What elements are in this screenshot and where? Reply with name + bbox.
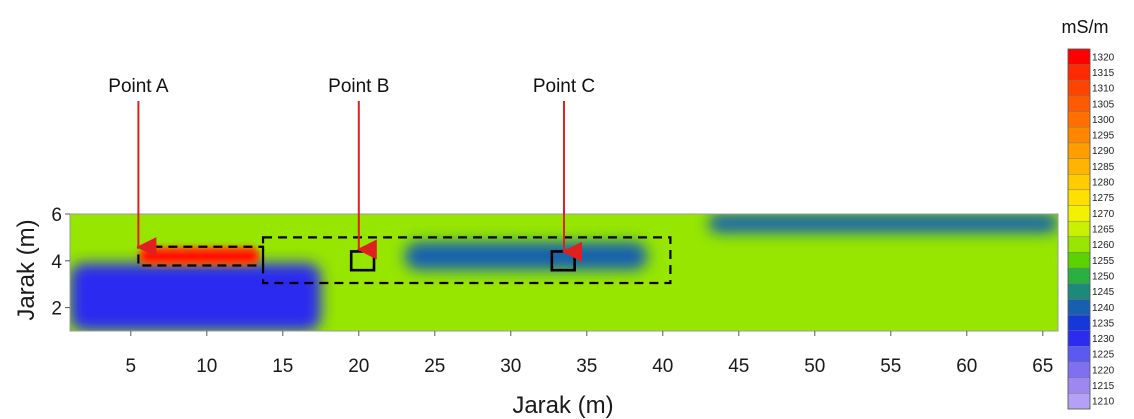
colorbar-swatch: [1067, 299, 1091, 316]
colorbar-swatch: [1067, 220, 1091, 238]
x-tick-label: 60: [956, 356, 977, 377]
dashed-region-box: [261, 236, 672, 285]
colorbar-swatch: [1067, 330, 1091, 347]
colorbar-label: 1255: [1092, 256, 1115, 267]
colorbar-swatch: [1067, 267, 1091, 284]
x-tick-label: 10: [196, 356, 217, 377]
low-conductivity-zone: [708, 214, 1058, 233]
colorbar-swatch: [1067, 142, 1091, 159]
colorbar-swatch: [1067, 111, 1091, 128]
colorbar-label: 1225: [1092, 350, 1115, 361]
x-tick-label: 45: [728, 356, 749, 377]
x-tick-label: 5: [126, 356, 137, 377]
colorbar-swatch: [1067, 283, 1091, 300]
colorbar-swatch: [1067, 377, 1091, 394]
colorbar-swatch: [1067, 205, 1091, 222]
colorbar-swatch: [1067, 346, 1091, 363]
y-tick-label: 6: [51, 205, 62, 226]
colorbar-label: 1250: [1092, 271, 1115, 282]
annotation-label: Point C: [533, 76, 595, 97]
x-tick-label: 55: [880, 356, 901, 377]
colorbar-swatch: [1067, 48, 1091, 65]
x-tick-label: 30: [500, 356, 521, 377]
colorbar-swatch: [1067, 158, 1091, 175]
colorbar-label: 1230: [1092, 334, 1115, 345]
colorbar-frame: [1067, 48, 1091, 410]
colorbar-swatch: [1067, 236, 1091, 253]
y-axis-label: Jarak (m): [13, 219, 40, 320]
colorbar-swatch: [1067, 314, 1091, 331]
colorbar-swatch: [1067, 174, 1091, 191]
high-conductivity-core: [142, 251, 256, 261]
colorbar-label: 1215: [1092, 381, 1115, 392]
low-conductivity-zone: [70, 263, 321, 331]
x-tick-label: 25: [424, 356, 445, 377]
colorbar-label: 1320: [1092, 52, 1115, 63]
annotation-label: Point A: [108, 76, 169, 97]
colorbar-swatch: [1067, 127, 1091, 144]
x-tick-label: 15: [272, 356, 293, 377]
colorbar-label: 1280: [1092, 178, 1115, 189]
x-axis-label: Jarak (m): [512, 392, 613, 419]
colorbar-swatch: [1067, 361, 1091, 378]
colorbar-label: 1220: [1092, 365, 1115, 376]
annotation-label: Point B: [328, 76, 389, 97]
x-tick-label: 35: [576, 356, 597, 377]
colorbar-label: 1270: [1092, 209, 1115, 220]
colorbar-label: 1300: [1092, 115, 1115, 126]
y-tick-label: 2: [51, 299, 62, 320]
colorbar-swatch: [1067, 393, 1091, 410]
colorbar-label: 1245: [1092, 287, 1115, 298]
colorbar-swatch: [1067, 189, 1091, 206]
colorbar-label: 1260: [1092, 240, 1115, 251]
x-tick-label: 65: [1032, 356, 1053, 377]
colorbar-label: 1285: [1092, 162, 1115, 173]
x-tick-label: 40: [652, 356, 673, 377]
colorbar-swatch: [1067, 80, 1091, 97]
colorbar-label: 1295: [1092, 131, 1115, 142]
colorbar-label: 1315: [1092, 68, 1115, 79]
x-tick-label: 20: [348, 356, 369, 377]
colorbar-label: 1290: [1092, 146, 1115, 157]
colorbar-unit: mS/m: [1062, 17, 1109, 37]
colorbar-swatch: [1067, 95, 1091, 112]
colorbar-label: 1275: [1092, 193, 1115, 204]
colorbar-label: 1310: [1092, 84, 1115, 95]
colorbar-swatch: [1067, 252, 1091, 269]
y-tick-label: 4: [51, 252, 62, 273]
colorbar-label: 1240: [1092, 303, 1115, 314]
colorbar-label: 1265: [1092, 225, 1115, 236]
colorbar-label: 1210: [1092, 397, 1115, 408]
low-conductivity-zone: [404, 242, 648, 271]
x-tick-label: 50: [804, 356, 825, 377]
colorbar-swatch: [1067, 64, 1091, 81]
colorbar-label: 1235: [1092, 318, 1115, 329]
colorbar-label: 1305: [1092, 99, 1115, 110]
